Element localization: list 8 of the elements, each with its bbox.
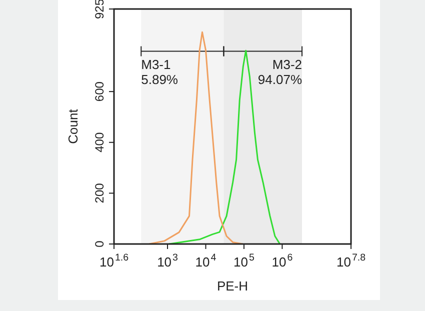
y-tick-label: 200 [92, 182, 106, 204]
y-tick-label: 400 [92, 132, 106, 152]
y-axis-title: Count [66, 108, 81, 144]
band-label: M3-2 94.07% [258, 56, 302, 87]
y-tick-label: 600 [92, 81, 106, 102]
band-label: M3-1 5.89% [141, 56, 178, 87]
x-axis-title: PE-H [216, 278, 248, 294]
y-tick-label: 0 [92, 240, 106, 248]
